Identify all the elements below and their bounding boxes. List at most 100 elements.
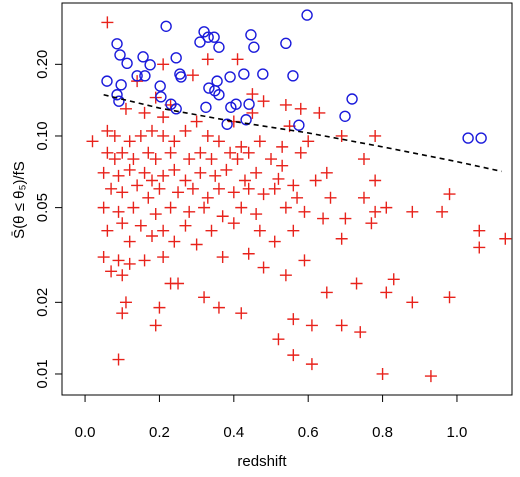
point <box>250 208 263 221</box>
point <box>116 146 129 159</box>
point <box>231 153 244 166</box>
point <box>123 163 136 176</box>
point <box>146 124 158 137</box>
point <box>113 95 125 107</box>
point <box>238 174 251 187</box>
point <box>138 254 151 267</box>
point <box>235 140 248 153</box>
point <box>354 326 367 339</box>
point <box>250 166 263 179</box>
point <box>309 174 322 187</box>
point <box>357 191 370 204</box>
point <box>131 70 143 82</box>
point <box>272 172 285 185</box>
point <box>231 53 244 66</box>
point <box>257 188 270 201</box>
point <box>242 146 255 159</box>
y-axis-label: S̄(θ ≤ θ₅)/fS <box>11 161 28 239</box>
point <box>276 140 289 153</box>
point <box>111 38 123 50</box>
point <box>101 124 114 137</box>
point <box>108 153 121 166</box>
point <box>190 238 203 251</box>
point <box>294 146 307 159</box>
point <box>305 319 318 332</box>
point <box>242 182 255 195</box>
point <box>279 98 292 111</box>
point <box>339 212 352 225</box>
x-tick-label: 1.0 <box>447 424 468 441</box>
point <box>153 182 166 195</box>
point <box>213 41 225 53</box>
point <box>108 129 121 142</box>
point <box>287 313 300 326</box>
x-tick-label: 0.8 <box>372 424 393 441</box>
point <box>473 241 486 254</box>
point <box>279 201 292 214</box>
point <box>475 132 487 144</box>
point <box>335 319 348 332</box>
point <box>194 146 207 159</box>
point <box>112 353 125 366</box>
point <box>183 153 196 166</box>
point <box>293 119 305 131</box>
y-tick-label: 0.10 <box>34 121 51 150</box>
point <box>257 68 269 80</box>
point <box>220 163 233 176</box>
point <box>186 69 199 82</box>
point <box>97 251 110 264</box>
point <box>105 265 118 278</box>
point <box>276 159 289 172</box>
point <box>221 118 233 130</box>
point <box>201 129 214 142</box>
point <box>272 333 285 346</box>
point <box>406 205 419 218</box>
point <box>257 261 270 274</box>
point <box>279 269 292 282</box>
point <box>105 182 118 195</box>
point <box>317 212 330 225</box>
point <box>157 111 170 124</box>
point <box>157 129 170 142</box>
point <box>246 106 259 119</box>
plot-frame <box>61 2 513 396</box>
point <box>112 254 125 267</box>
point <box>154 80 166 92</box>
point <box>291 191 304 204</box>
point <box>168 135 181 148</box>
point <box>134 219 147 232</box>
y-tick-label: 0.20 <box>34 50 51 79</box>
point <box>462 132 474 144</box>
point <box>473 224 486 237</box>
point <box>424 370 437 383</box>
point <box>123 235 136 248</box>
point <box>209 84 221 97</box>
point <box>164 201 177 214</box>
point <box>335 232 348 245</box>
trend-line <box>103 93 502 173</box>
point <box>190 115 203 128</box>
point <box>138 166 151 179</box>
point <box>324 191 337 204</box>
point <box>443 188 456 201</box>
point <box>205 153 218 166</box>
point <box>121 57 133 70</box>
point <box>205 224 218 237</box>
point <box>97 166 110 179</box>
point <box>268 235 281 248</box>
point <box>320 286 333 299</box>
point <box>86 135 99 148</box>
point <box>265 153 278 166</box>
point <box>112 169 125 182</box>
point <box>380 286 393 299</box>
point <box>146 229 158 242</box>
point <box>246 88 259 101</box>
point <box>294 102 307 115</box>
point <box>194 166 207 179</box>
point <box>153 301 166 314</box>
point <box>172 186 185 199</box>
point <box>157 169 170 182</box>
point <box>335 129 348 142</box>
point <box>298 205 311 218</box>
y-tick-label: 0.01 <box>34 359 51 388</box>
